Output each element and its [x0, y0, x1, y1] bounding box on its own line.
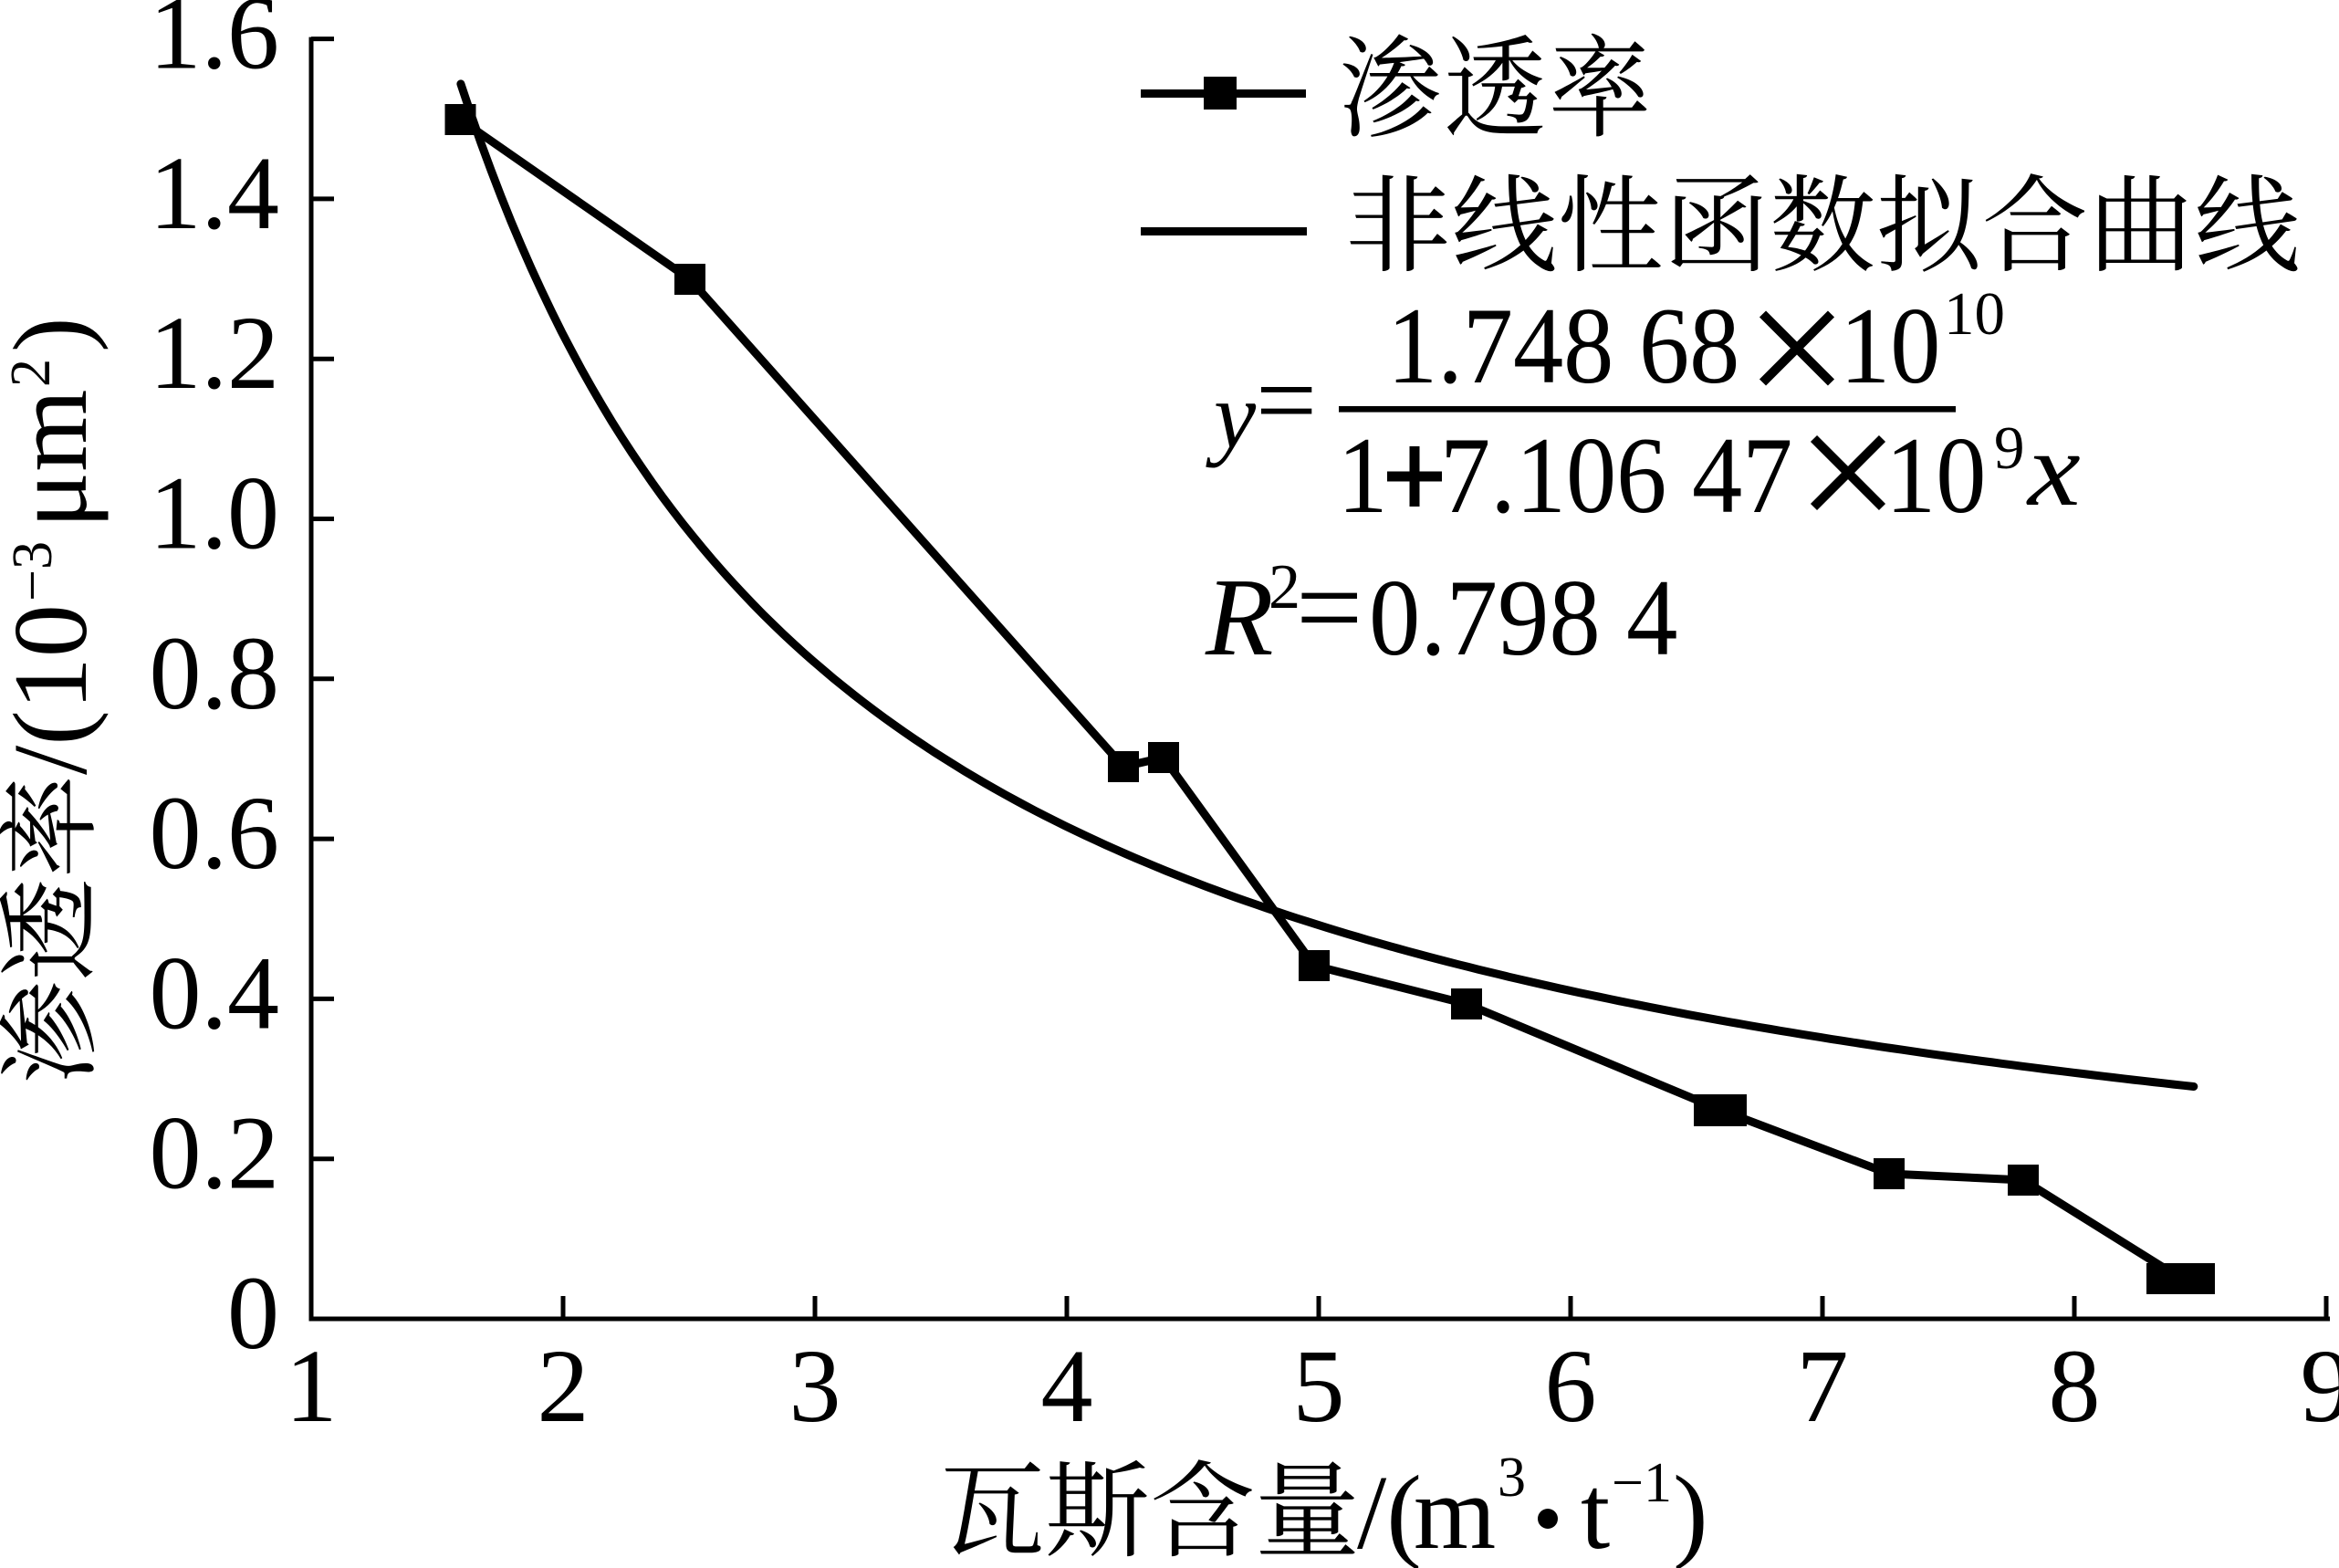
svg-text:t: t	[1581, 1455, 1610, 1568]
svg-text:0.6: 0.6	[150, 775, 280, 891]
svg-text:1.0: 1.0	[150, 455, 280, 571]
svg-text:5: 5	[1293, 1328, 1345, 1444]
svg-text:/(: /(	[1357, 1455, 1422, 1568]
svg-text:2: 2	[0, 359, 62, 387]
svg-text:−1: −1	[1612, 1452, 1672, 1514]
svg-text:7.106 47: 7.106 47	[1440, 414, 1792, 536]
svg-text:m: m	[1414, 1455, 1496, 1568]
svg-text:10: 10	[1944, 280, 2005, 348]
svg-text:9: 9	[1994, 414, 2025, 482]
svg-text:10: 10	[1840, 285, 1940, 406]
svg-text:2: 2	[1269, 552, 1300, 622]
svg-text:9: 9	[2301, 1328, 2339, 1444]
svg-text:1.2: 1.2	[150, 295, 280, 411]
svg-text:/(10: /(10	[0, 604, 110, 775]
svg-text:x: x	[2026, 410, 2081, 528]
svg-text:8: 8	[2049, 1328, 2101, 1444]
svg-text:1: 1	[286, 1328, 338, 1444]
svg-text:): )	[0, 317, 110, 352]
svg-text:1: 1	[1338, 414, 1388, 536]
svg-text:3: 3	[1498, 1447, 1526, 1509]
svg-text:4: 4	[1041, 1328, 1093, 1444]
svg-text:1.6: 1.6	[150, 0, 280, 91]
svg-text:0.8: 0.8	[150, 615, 280, 731]
svg-text:0: 0	[227, 1255, 279, 1371]
svg-text:2: 2	[538, 1328, 590, 1444]
svg-text:6: 6	[1545, 1328, 1597, 1444]
svg-text:1.748 68: 1.748 68	[1387, 285, 1739, 406]
svg-text:0.4: 0.4	[150, 935, 280, 1051]
svg-text:μm: μm	[0, 390, 110, 528]
svg-text:y: y	[1206, 363, 1257, 468]
svg-text:0.798 4: 0.798 4	[1369, 558, 1677, 679]
svg-text:10: 10	[1885, 414, 1986, 536]
svg-text:0.2: 0.2	[150, 1095, 280, 1211]
svg-text:7: 7	[1797, 1328, 1849, 1444]
svg-text:=: =	[1296, 542, 1363, 674]
svg-text:=: =	[1256, 340, 1317, 460]
svg-text:3: 3	[789, 1328, 841, 1444]
svg-text:R: R	[1205, 556, 1274, 679]
svg-text:1.4: 1.4	[150, 135, 280, 251]
svg-text:−3: −3	[2, 541, 64, 601]
svg-text:): )	[1673, 1455, 1708, 1568]
